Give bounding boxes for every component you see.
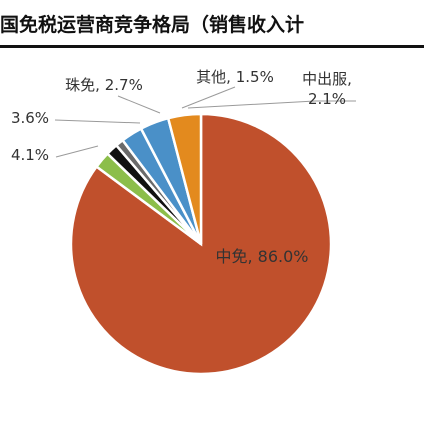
data-label-2: 其他, 1.5% xyxy=(196,68,274,86)
data-label-0: 中免, 86.0% xyxy=(215,247,308,266)
pie-slice-0 xyxy=(69,112,333,376)
data-label-1: 中出服, 2.1% xyxy=(302,70,352,108)
leader-line-4 xyxy=(117,95,161,114)
leader-line-5 xyxy=(54,119,141,124)
leader-line-2 xyxy=(181,86,236,109)
pie-slice-6 xyxy=(166,112,203,245)
leader-line-1 xyxy=(187,100,356,109)
title-underline xyxy=(0,45,424,48)
data-label-6: 4.1% xyxy=(11,146,49,164)
leader-line-6 xyxy=(55,145,99,158)
chart-title: 国免税运营商竞争格局（销售收入计 xyxy=(0,14,305,36)
data-label-4: 珠免, 2.7% xyxy=(65,76,143,94)
data-label-5: 3.6% xyxy=(11,109,49,127)
